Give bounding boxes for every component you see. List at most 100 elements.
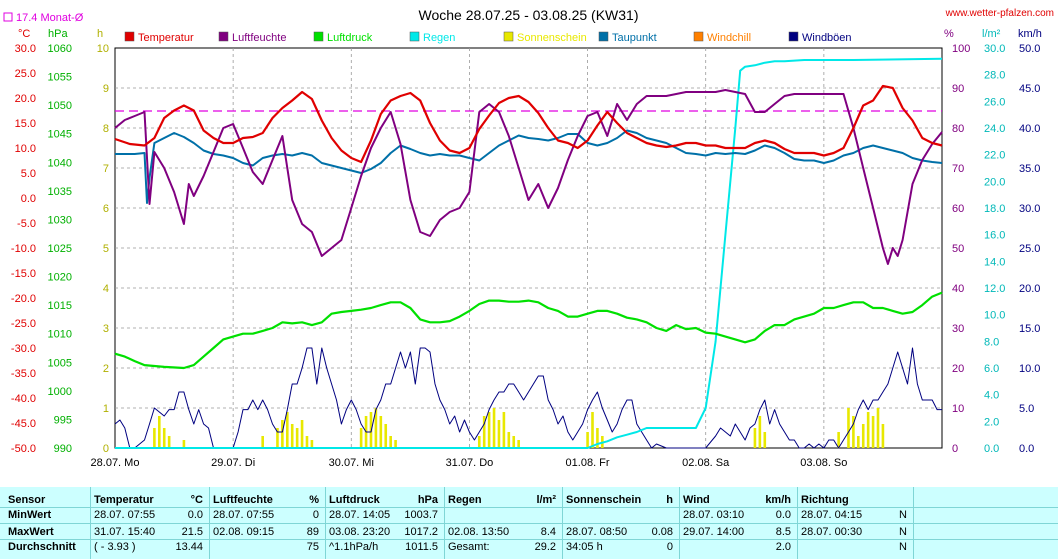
stats-value: N	[899, 509, 907, 521]
temp-tick-label: 10.0	[15, 143, 36, 155]
sunshine-bar	[591, 412, 594, 448]
rain-tick-label: 18.0	[984, 203, 1005, 215]
stats-value: 8.4	[540, 526, 556, 538]
legend-label: Taupunkt	[612, 32, 657, 44]
temp-tick-label: 15.0	[15, 118, 36, 130]
legend-swatch	[218, 31, 229, 42]
stats-row-label: MinWert	[8, 509, 52, 521]
sun-tick-label: 4	[103, 283, 109, 295]
temp-tick-label: -45.0	[11, 418, 36, 430]
wind-tick-label: 5.0	[1019, 403, 1034, 415]
humidity-tick-label: 100	[952, 43, 970, 55]
rain-tick-label: 4.0	[984, 390, 999, 402]
humidity-tick-label: 10	[952, 403, 964, 415]
stats-table: Sensor MinWert MaxWert Durchschnitt Temperat…	[0, 487, 1058, 559]
day-tick-label: 31.07. Do	[446, 457, 494, 469]
stats-time-value: 02.08. 13:50	[448, 526, 510, 538]
legend-label: Temperatur	[138, 32, 194, 44]
pressure-tick-label: 1000	[48, 386, 72, 398]
stats-col-unit: l/m²	[536, 494, 556, 506]
temp-tick-label: -20.0	[11, 293, 36, 305]
pressure-tick-label: 1010	[48, 329, 72, 341]
stats-col-unit: °C	[190, 494, 203, 506]
sunshine-bar	[753, 428, 757, 448]
stats-value: 13.44	[175, 541, 203, 553]
stats-value: 0.0	[187, 509, 203, 521]
stats-value: 0.08	[651, 526, 673, 538]
stats-time-value: 28.07. 04:15	[801, 509, 863, 521]
day-tick-label: 03.08. So	[800, 457, 847, 469]
day-tick-label: 29.07. Di	[211, 457, 255, 469]
sunshine-bar	[861, 424, 865, 448]
wind-tick-label: 10.0	[1019, 363, 1040, 375]
legend-swatch	[503, 31, 514, 42]
stats-time-value: 28.07. 00:30	[801, 526, 863, 538]
pressure-tick-label: 1020	[48, 272, 72, 284]
humidity-tick-label: 20	[952, 363, 964, 375]
sun-tick-label: 2	[103, 363, 109, 375]
sunshine-bar	[167, 436, 171, 448]
stats-value: N	[899, 541, 907, 553]
sunshine-bar	[852, 416, 855, 448]
stats-col-header: Richtung	[801, 494, 849, 506]
sunshine-bar	[837, 432, 840, 448]
legend-swatch	[409, 31, 420, 42]
pressure-tick-label: 1035	[48, 186, 72, 198]
plot-area	[114, 47, 943, 449]
sun-tick-label: 5	[103, 243, 109, 255]
stats-time-value: 02.08. 09:15	[213, 526, 275, 538]
temp-tick-label: 25.0	[15, 68, 36, 80]
wind-tick-label: 40.0	[1019, 123, 1040, 135]
stats-value: 1011.5	[405, 541, 438, 553]
pressure-tick-label: 1060	[48, 43, 72, 55]
pressure-axis-unit: hPa	[48, 28, 68, 40]
rain-tick-label: 0.0	[984, 443, 999, 455]
humidity-tick-label: 70	[952, 163, 964, 175]
sunshine-bar	[285, 412, 289, 448]
stats-col-header: Regen	[448, 494, 482, 506]
wind-tick-label: 50.0	[1019, 43, 1040, 55]
temp-tick-label: -50.0	[11, 443, 36, 455]
series-line-temperatur	[114, 84, 943, 164]
stats-col-header: Temperatur	[94, 494, 154, 506]
pressure-tick-label: 1050	[48, 100, 72, 112]
sunshine-bar	[182, 440, 186, 448]
stats-col-unit: hPa	[417, 494, 438, 506]
website-label: www.wetter-pfalzen.com	[945, 8, 1054, 19]
stats-time-value: ( - 3.93 )	[94, 541, 136, 553]
stats-value: 29.2	[534, 541, 556, 553]
legend-label: Windböen	[802, 32, 852, 44]
legend-swatch	[598, 31, 609, 42]
stats-time-value: 34:05 h	[566, 541, 603, 553]
rain-tick-label: 24.0	[984, 123, 1005, 135]
temp-tick-label: -40.0	[11, 393, 36, 405]
rain-tick-label: 20.0	[984, 176, 1005, 188]
pressure-tick-label: 1025	[48, 243, 72, 255]
temp-tick-label: 30.0	[15, 43, 36, 55]
stats-value: 2.0	[775, 541, 791, 553]
rain-tick-label: 26.0	[984, 96, 1005, 108]
sunshine-bar	[153, 428, 156, 448]
humidity-tick-label: 50	[952, 243, 964, 255]
rain-tick-label: 6.0	[984, 363, 999, 375]
series-line-windben	[114, 347, 942, 449]
sunshine-bar	[305, 436, 309, 448]
sun-tick-label: 8	[103, 123, 109, 135]
stats-value: 89	[306, 526, 319, 538]
legend-label: Luftfeuchte	[232, 32, 286, 44]
sunshine-bar	[497, 420, 501, 448]
temp-tick-label: 20.0	[15, 93, 36, 105]
sunshine-bar	[586, 432, 589, 448]
temp-tick-label: -15.0	[11, 268, 36, 280]
sun-axis-unit: h	[97, 28, 103, 40]
humidity-tick-label: 30	[952, 323, 964, 335]
sunshine-bar	[276, 428, 279, 448]
wind-tick-label: 30.0	[1019, 203, 1040, 215]
stats-row-label: Durchschnitt	[8, 541, 76, 553]
rain-tick-label: 8.0	[984, 336, 999, 348]
stats-time-value: 28.07. 08:50	[566, 526, 628, 538]
sunshine-bar	[394, 440, 397, 448]
stats-time-value: 31.07. 15:40	[94, 526, 156, 538]
sun-tick-label: 0	[103, 443, 109, 455]
stats-col-unit: h	[666, 494, 673, 506]
